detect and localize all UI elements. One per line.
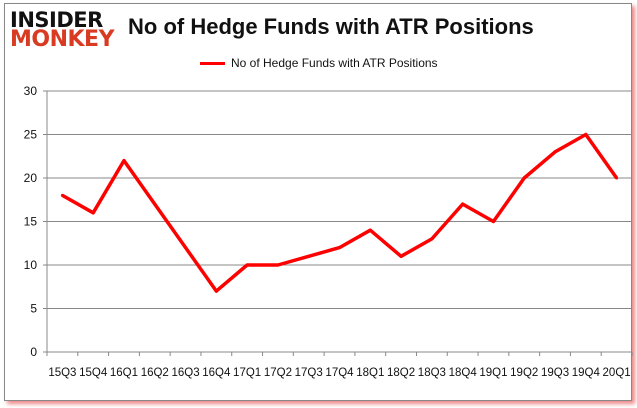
data-point (461, 202, 465, 206)
x-tick-label: 19Q4 (572, 367, 601, 379)
data-point (153, 202, 157, 206)
data-point (399, 254, 403, 258)
legend-swatch (200, 61, 225, 65)
x-tick-label: 15Q4 (79, 367, 108, 379)
y-tick-label: 30 (24, 84, 38, 98)
y-tick-label: 0 (30, 345, 37, 359)
legend-label: No of Hedge Funds with ATR Positions (231, 56, 438, 70)
data-point (368, 228, 372, 232)
y-tick-label: 5 (30, 302, 37, 316)
logo-line1: INSIDER (10, 8, 103, 32)
x-tick-label: 16Q4 (202, 367, 231, 379)
x-tick-label: 16Q2 (141, 367, 169, 379)
data-point (491, 220, 495, 223)
data-point (553, 150, 557, 154)
x-tick-label: 19Q2 (510, 367, 538, 379)
data-point (184, 246, 188, 250)
data-point (245, 263, 249, 267)
data-point (522, 176, 526, 180)
data-point (276, 263, 280, 267)
series-line (61, 132, 619, 293)
chart-frame (4, 3, 632, 401)
x-tick-label: 15Q3 (48, 367, 76, 379)
x-tick-label: 18Q4 (449, 367, 478, 379)
data-point (60, 193, 64, 197)
x-tick-label: 18Q2 (387, 367, 415, 379)
y-tick-label: 25 (24, 128, 38, 142)
x-tick-label: 19Q1 (479, 367, 507, 379)
data-point (615, 176, 619, 180)
x-tick-label: 17Q4 (325, 367, 354, 379)
data-point (122, 159, 126, 163)
data-point (584, 133, 588, 136)
data-point (338, 246, 341, 250)
logo-line2: MONKEY (10, 27, 115, 52)
data-point (91, 211, 95, 215)
data-point (430, 237, 434, 241)
chart-title: No of Hedge Funds with ATR Positions (128, 14, 534, 39)
x-tick-label: 17Q2 (264, 367, 292, 379)
x-tick-label: 17Q3 (295, 367, 323, 379)
x-tick-label: 16Q1 (110, 367, 138, 379)
data-point (307, 254, 311, 258)
x-tick-label: 16Q3 (171, 367, 199, 379)
x-tick-label: 19Q3 (541, 367, 569, 379)
y-tick-label: 15 (24, 215, 38, 229)
x-tick-label: 18Q1 (356, 367, 384, 379)
y-tick-label: 20 (24, 171, 38, 185)
x-tick-label: 17Q1 (233, 367, 261, 379)
legend: No of Hedge Funds with ATR Positions (200, 56, 438, 70)
x-tick-label: 18Q3 (418, 367, 446, 379)
y-tick-label: 10 (24, 258, 38, 272)
x-tick-label: 20Q1 (603, 367, 631, 379)
insider-monkey-logo: INSIDER MONKEY (10, 8, 115, 52)
data-point (214, 289, 218, 293)
